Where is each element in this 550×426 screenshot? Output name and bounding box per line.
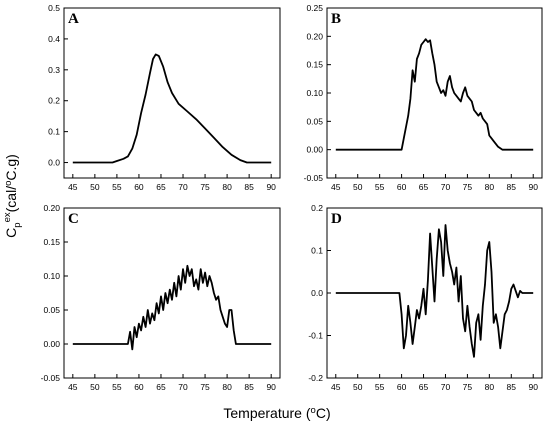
x-tick-label: 90 [266,382,276,392]
y-tick-label: 0.10 [43,271,60,281]
panel-label: C [68,211,79,227]
panel-c: 45 50 55 60 65 70 75 80 85 90 -0.05 0.00 0.05 0.10 0.1… [41,203,281,392]
x-tick-label: 55 [112,382,122,392]
panel-a: 45 50 55 60 65 70 75 80 85 90 0.0 0.1 0.2 0.3 0.4 0.5 A [48,3,281,192]
y-tick-label: 0.00 [43,339,60,349]
x-tick-label: 90 [266,182,276,192]
y-tick-label: 0.15 [306,60,323,70]
y-tick-label: 0.1 [311,246,323,256]
x-tick-label: 70 [441,182,451,192]
x-tick-label: 50 [90,382,100,392]
y-tick-label: -0.05 [41,373,61,383]
y-tick-label: -0.05 [304,173,324,183]
y-tick-label: 0.5 [48,3,60,13]
panel-d: 45 50 55 60 65 70 75 80 85 90 -0.2 -0.1 0.0 0.1 0.2 D [308,203,543,392]
panel-label: B [331,11,341,27]
plot-frame [63,7,281,179]
y-tick-label: 0.2 [48,96,60,106]
y-tick-label: 0.10 [306,88,323,98]
x-tick-label: 60 [134,182,144,192]
x-tick-label: 65 [419,182,429,192]
x-tick-label: 45 [68,182,78,192]
series-line [72,264,272,351]
x-tick-label: 85 [507,382,517,392]
x-tick-label: 50 [90,182,100,192]
x-tick-label: 50 [353,382,363,392]
x-tick-label: 70 [178,182,188,192]
x-tick-label: 55 [375,382,385,392]
x-tick-label: 70 [441,382,451,392]
y-tick-label: 0.25 [306,3,323,13]
series-line [335,38,534,151]
x-tick-label: 85 [507,182,517,192]
x-tick-label: 45 [331,182,341,192]
x-tick-label: 80 [222,382,232,392]
x-tick-label: 90 [528,182,538,192]
x-tick-label: 55 [375,182,385,192]
y-tick-label: 0.0 [311,288,323,298]
y-tick-label: 0.2 [311,203,323,213]
x-tick-label: 45 [68,382,78,392]
x-tick-label: 75 [200,382,210,392]
y-tick-label: 0.4 [48,34,60,44]
x-tick-label: 45 [331,382,341,392]
x-tick-label: 60 [397,182,407,192]
x-tick-label: 65 [156,382,166,392]
series-line [72,53,272,164]
x-tick-label: 55 [112,182,122,192]
plot-frame [326,7,543,179]
x-tick-label: 70 [178,382,188,392]
x-tick-label: 75 [200,182,210,192]
panel-b: 45 50 55 60 65 70 75 80 85 90 -0.05 0.00 0.05 0.10 0.1… [304,3,543,192]
x-tick-label: 65 [419,382,429,392]
x-tick-label: 85 [244,382,254,392]
x-tick-label: 80 [485,382,495,392]
y-tick-label: 0.1 [48,127,60,137]
x-tick-label: 60 [397,382,407,392]
y-tick-label: 0.00 [306,145,323,155]
y-tick-label: 0.15 [43,237,60,247]
x-tick-label: 65 [156,182,166,192]
y-axis-title: Cpex(cal/oC.g) [2,154,23,238]
y-tick-label: -0.1 [308,331,323,341]
x-tick-label: 75 [463,382,473,392]
y-tick-label: 0.05 [306,116,323,126]
y-tick-label: -0.2 [308,373,323,383]
x-axis-title: Temperature (oC) [223,405,330,421]
x-tick-label: 80 [485,182,495,192]
y-tick-label: 0.20 [306,31,323,41]
y-tick-label: 0.05 [43,305,60,315]
x-tick-label: 60 [134,382,144,392]
y-tick-label: 0.3 [48,65,60,75]
x-tick-label: 75 [463,182,473,192]
series-line [335,224,534,358]
x-tick-label: 50 [353,182,363,192]
panel-label: D [331,211,342,227]
y-tick-label: 0.0 [48,158,60,168]
x-tick-label: 80 [222,182,232,192]
panel-label: A [68,11,79,27]
x-tick-label: 90 [528,382,538,392]
x-tick-label: 85 [244,182,254,192]
y-tick-label: 0.20 [43,203,60,213]
plot-frame [63,207,281,379]
